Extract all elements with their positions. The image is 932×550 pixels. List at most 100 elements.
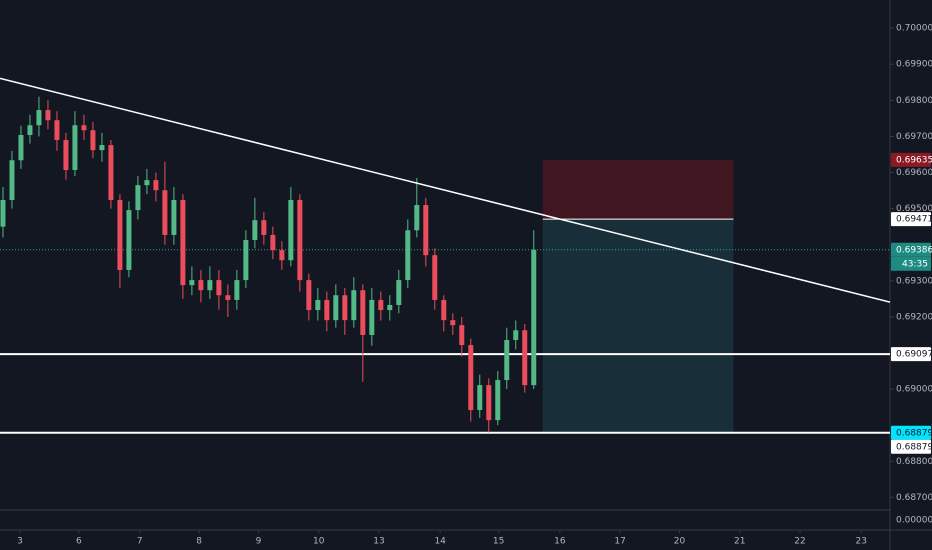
candle-body (180, 199, 186, 286)
candle-body (315, 299, 321, 311)
candle-body (207, 280, 213, 291)
price-tag-label: 0.69386 (896, 245, 932, 255)
candle-body (459, 325, 465, 346)
x-tick-label: 10 (313, 537, 325, 547)
x-tick-label: 22 (794, 537, 805, 547)
candle-body (432, 255, 438, 300)
candle-body (270, 234, 276, 251)
candle-body (306, 280, 312, 311)
candle-body (144, 180, 150, 186)
candle-body (288, 199, 294, 261)
candle-body (162, 190, 168, 235)
candle-body (360, 290, 366, 335)
candle-body (99, 145, 105, 151)
candle-body (54, 120, 60, 141)
candle-body (27, 125, 33, 135)
y-tick-label: 0.69900 (896, 60, 932, 70)
price-tag-label: 0.69097 (896, 350, 932, 360)
candle-body (450, 320, 456, 326)
candle-body (441, 299, 447, 321)
x-tick-label: 7 (137, 537, 143, 547)
candle-body (324, 299, 330, 321)
candle-body (189, 280, 195, 286)
x-tick-label: 8 (196, 537, 202, 547)
price-tag (891, 242, 931, 257)
candle-body (261, 220, 267, 235)
x-tick-label: 3 (17, 537, 23, 547)
candle-body (333, 295, 339, 321)
y-tick-label: 0.69300 (896, 276, 932, 286)
candle-body (504, 340, 510, 381)
candle-body (387, 304, 393, 311)
candle-body (396, 280, 402, 305)
candle-body (279, 250, 285, 261)
x-tick-label: 17 (614, 537, 625, 547)
candle-body (9, 160, 15, 200)
candle-body (405, 230, 411, 281)
target-zone (542, 219, 734, 433)
candle-body (153, 180, 159, 191)
y-tick-label: 0.68800 (896, 457, 932, 467)
y-tick-label: 0.68700 (896, 493, 932, 503)
price-tag-label: 0.69471 (896, 215, 932, 225)
x-tick-label: 9 (256, 537, 262, 547)
x-tick-label: 13 (373, 537, 384, 547)
y-tick-label: 0.69700 (896, 132, 932, 142)
candle-body (252, 220, 258, 241)
candle-body (342, 295, 348, 321)
candle-body (513, 330, 519, 340)
price-tag-label: 0.68879 (896, 428, 932, 438)
candle-body (90, 130, 96, 151)
candle-body (495, 380, 501, 421)
price-tag (891, 439, 931, 454)
candle-body (63, 140, 69, 170)
candle-body (243, 240, 249, 281)
y-tick-label: 0.69000 (896, 385, 932, 395)
x-tick-label: 16 (554, 537, 566, 547)
candle-body (297, 199, 303, 281)
trendline (0, 77, 891, 303)
candle-body (171, 199, 177, 235)
candle-body (351, 290, 357, 321)
candle-body (108, 145, 114, 200)
candle-body (18, 134, 24, 161)
x-tick-label: 23 (855, 537, 866, 547)
candle-body (531, 249, 537, 386)
candle-body (234, 280, 240, 300)
stop-zone (542, 159, 734, 220)
lower-pane-tick-label: 0.00000 (896, 516, 932, 526)
candle-body (117, 199, 123, 270)
price-tag-label: 0.69635 (896, 155, 932, 165)
y-tick-label: 0.69600 (896, 168, 932, 178)
candle-body (216, 280, 222, 296)
candle-body (369, 299, 375, 335)
price-tag (891, 152, 931, 167)
price-tag (891, 347, 931, 362)
candle-body (477, 385, 483, 411)
y-tick-label: 0.69800 (896, 96, 932, 106)
countdown: 43:35 (902, 259, 928, 269)
candle-body (378, 299, 384, 311)
candle-body (135, 185, 141, 211)
candle-body (45, 110, 51, 121)
x-tick-label: 6 (76, 537, 82, 547)
candle-body (468, 345, 474, 411)
candle-body (0, 199, 6, 227)
candle-body (414, 205, 420, 231)
x-tick-label: 14 (434, 537, 446, 547)
candle-body (81, 125, 87, 131)
candle-body (126, 210, 132, 270)
y-tick-label: 0.69500 (896, 204, 932, 214)
price-tag-label: 0.68879 (896, 442, 932, 452)
candle-body (486, 385, 492, 421)
candle-body (72, 125, 78, 170)
x-tick-label: 20 (674, 537, 686, 547)
candle-body (198, 280, 204, 291)
price-tag (891, 425, 931, 440)
candle-body (522, 330, 528, 386)
y-tick-label: 0.70000 (896, 24, 932, 34)
x-tick-label: 15 (493, 537, 504, 547)
price-tag (891, 212, 931, 227)
x-tick-label: 21 (734, 537, 745, 547)
